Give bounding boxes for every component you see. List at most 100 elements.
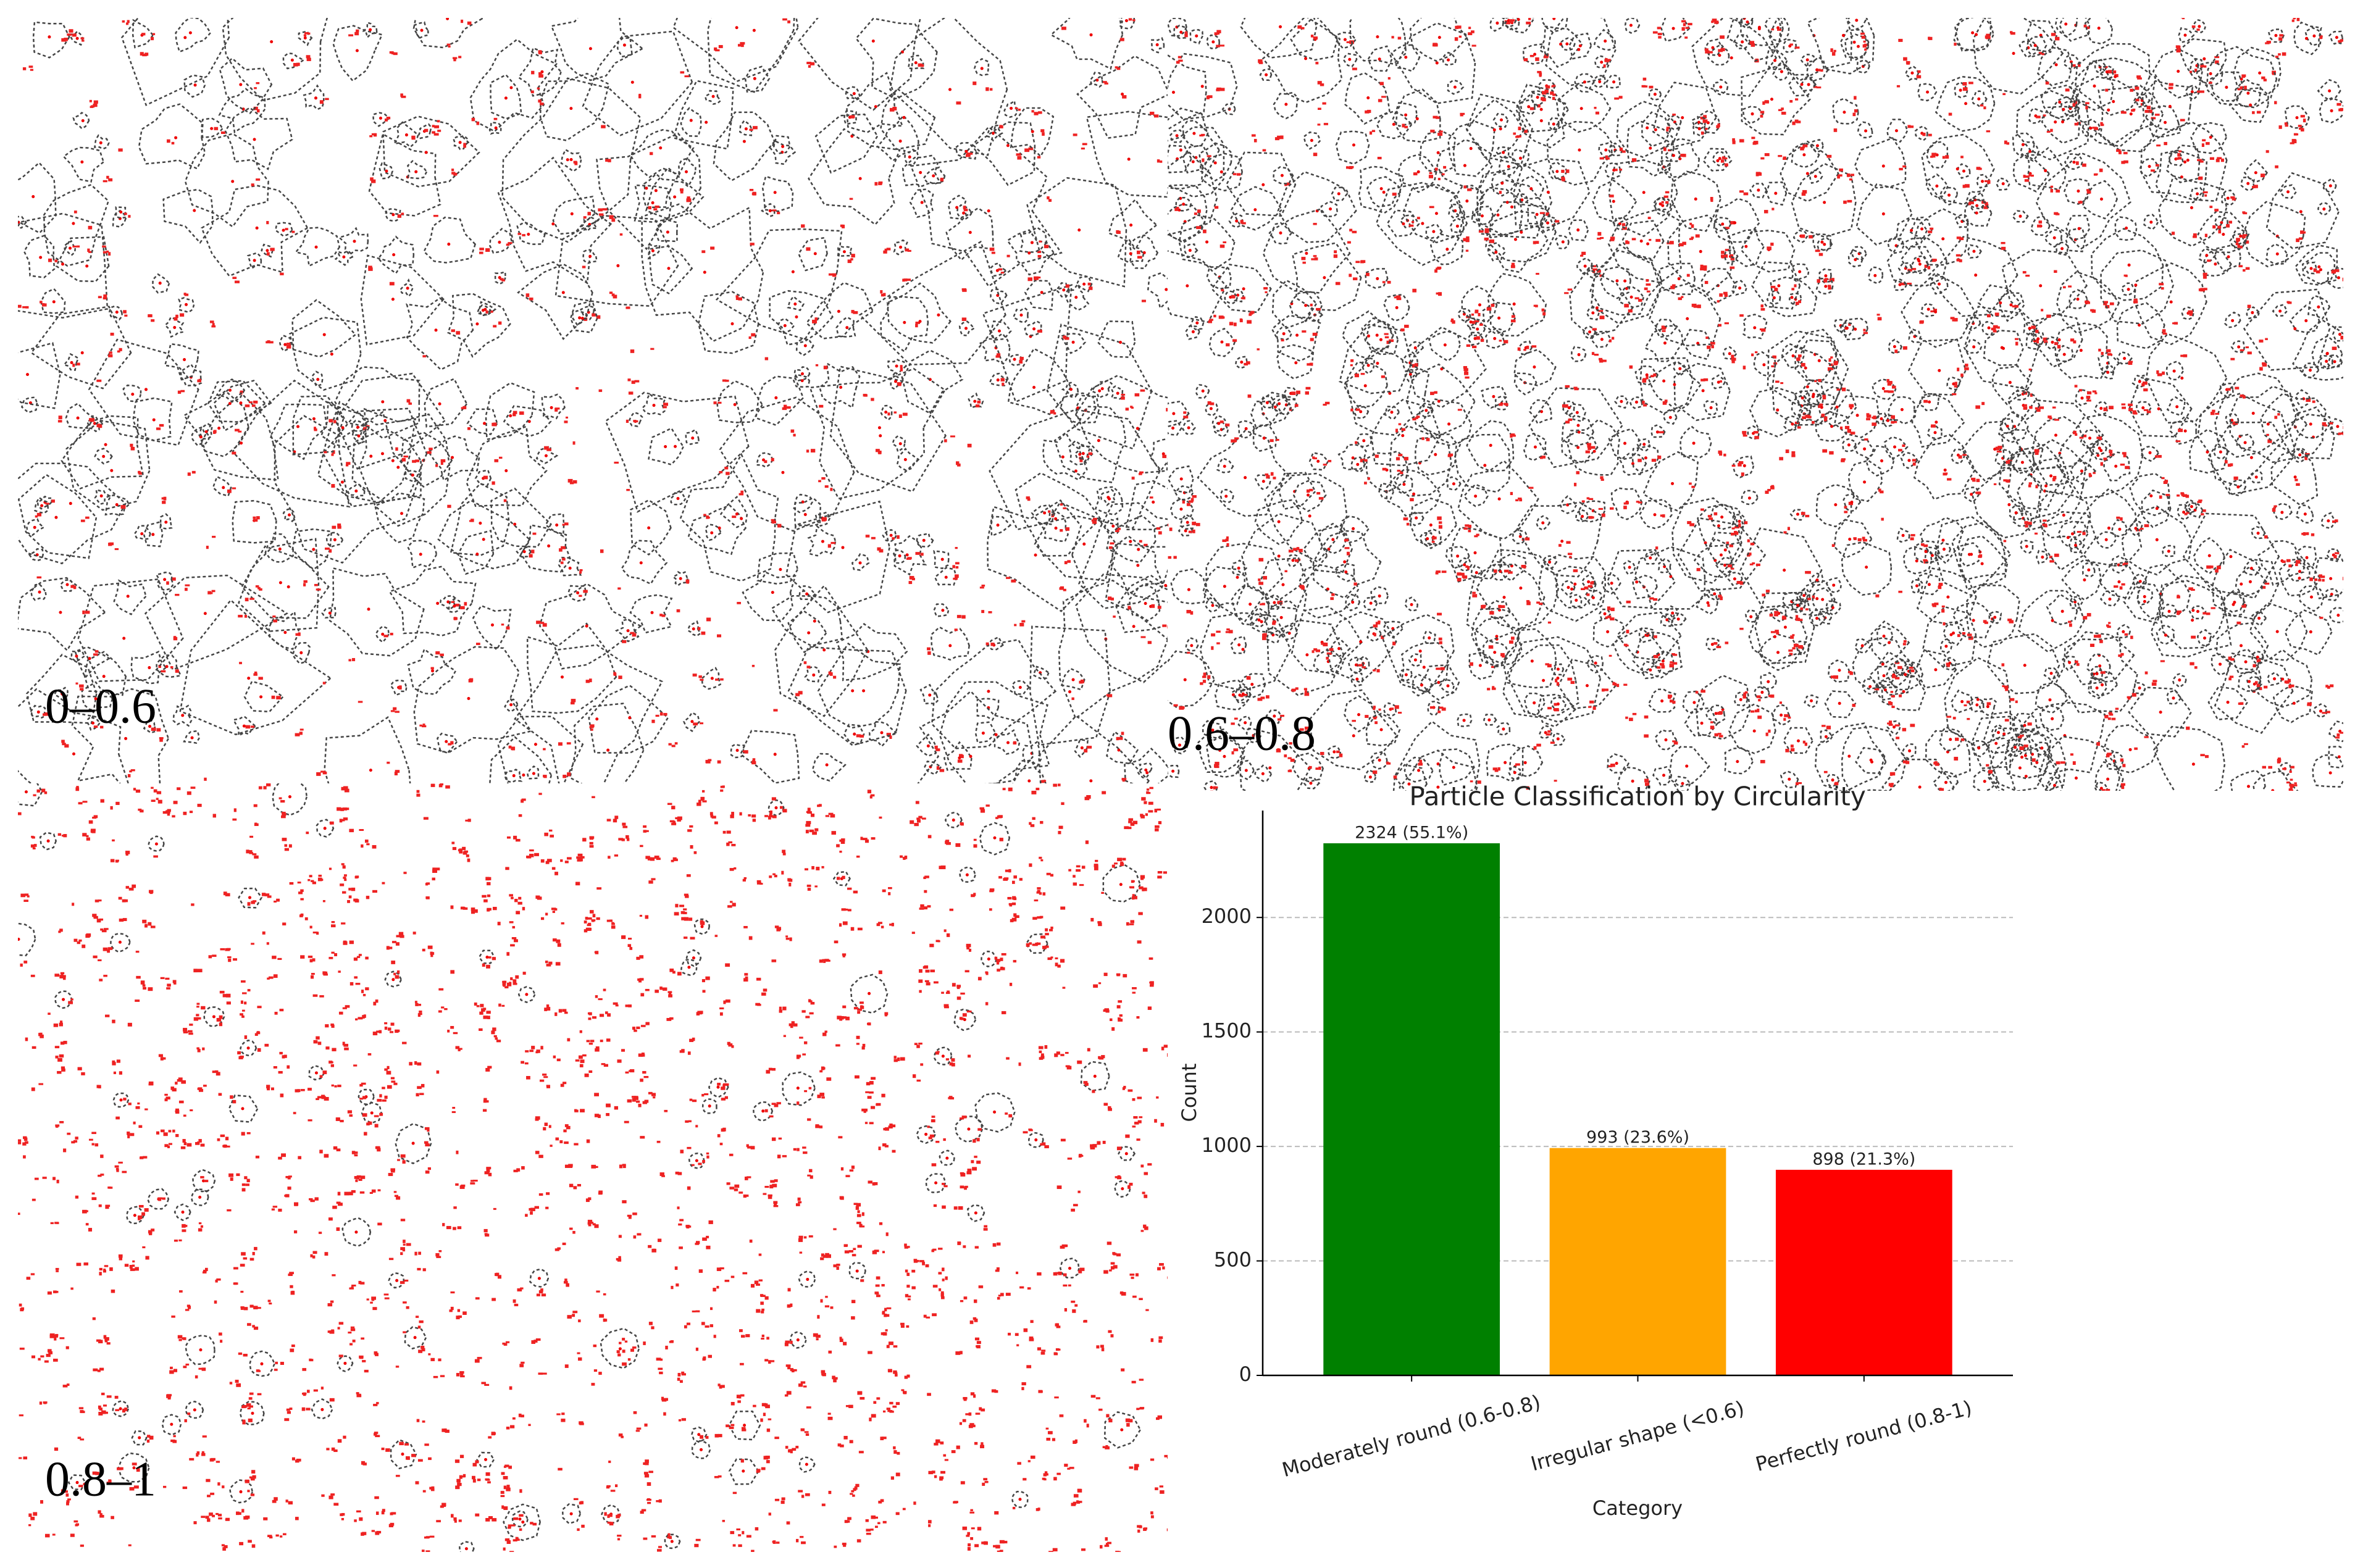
particle-mark bbox=[447, 504, 451, 508]
particle-outline bbox=[1205, 34, 1220, 49]
particle-mark bbox=[911, 577, 915, 581]
particle-center bbox=[1882, 674, 1886, 678]
particle-mark bbox=[1771, 28, 1775, 31]
particle-center bbox=[1888, 641, 1891, 644]
particle-center bbox=[33, 525, 36, 529]
particle-mark bbox=[827, 544, 831, 548]
particle-center bbox=[1974, 273, 1978, 277]
particle-center bbox=[1218, 748, 1222, 752]
particle-center bbox=[1956, 167, 1959, 171]
particle-mark bbox=[1912, 268, 1917, 270]
particle-center bbox=[1815, 617, 1819, 620]
particle-outline bbox=[1182, 144, 1210, 174]
particle-outline bbox=[1178, 524, 1194, 536]
particle-mark bbox=[2262, 765, 2267, 769]
particle-mark bbox=[1232, 173, 1237, 175]
particle-mark bbox=[2044, 341, 2048, 343]
particle-mark bbox=[2107, 753, 2112, 756]
particle-center bbox=[1497, 497, 1501, 501]
particle-mark bbox=[1713, 512, 1718, 515]
particle-mark bbox=[490, 311, 493, 313]
particle-outline bbox=[224, 107, 293, 170]
particle-center bbox=[645, 186, 648, 190]
particle-center bbox=[1244, 769, 1248, 772]
particle-mark bbox=[448, 45, 451, 48]
particle-center bbox=[1843, 111, 1846, 114]
particle-mark bbox=[1433, 43, 1438, 47]
particle-center bbox=[482, 538, 485, 541]
particle-outline bbox=[2128, 520, 2143, 537]
particle-mark bbox=[2197, 90, 2201, 93]
particle-outline bbox=[1382, 293, 1410, 322]
particle-outline bbox=[1748, 607, 1808, 664]
particle-outline bbox=[889, 18, 1008, 156]
particle-center bbox=[1579, 107, 1583, 111]
particle-center bbox=[1268, 766, 1272, 770]
particle-mark bbox=[1822, 394, 1826, 398]
particle-outline bbox=[2128, 686, 2193, 738]
particle-mark bbox=[522, 234, 525, 236]
particle-mark bbox=[2074, 122, 2078, 126]
particle-mark bbox=[1790, 635, 1794, 639]
particle-mark bbox=[2041, 309, 2044, 312]
particle-center bbox=[1952, 382, 1956, 386]
particle-outline bbox=[719, 396, 855, 532]
particle-mark bbox=[749, 188, 754, 191]
particle-mark bbox=[2014, 305, 2018, 308]
particle-mark bbox=[1373, 633, 1377, 636]
particle-outline bbox=[526, 622, 617, 714]
particle-center bbox=[1294, 361, 1298, 365]
particle-mark bbox=[973, 81, 977, 85]
particle-mark bbox=[408, 402, 412, 405]
particle-outline bbox=[2011, 210, 2029, 223]
particle-center bbox=[1223, 464, 1226, 468]
particle-mark bbox=[907, 249, 911, 252]
particle-mark bbox=[159, 423, 164, 427]
particle-outline bbox=[1763, 18, 1790, 43]
particle-mark bbox=[1802, 144, 1808, 148]
particle-outline bbox=[1548, 117, 1560, 131]
particle-outline bbox=[916, 532, 934, 548]
particle-outline bbox=[2038, 490, 2091, 539]
particle-outline bbox=[1408, 653, 1422, 667]
particle-center bbox=[1489, 443, 1492, 447]
particle-mark bbox=[451, 172, 456, 175]
particle-mark bbox=[1779, 457, 1783, 461]
particle-mark bbox=[1280, 135, 1284, 140]
particle-center bbox=[1749, 615, 1753, 619]
particle-center bbox=[316, 378, 320, 382]
particle-center bbox=[467, 696, 471, 700]
particle-center bbox=[2080, 396, 2084, 400]
particle-mark bbox=[999, 125, 1002, 127]
particle-mark bbox=[2289, 770, 2292, 773]
particle-mark bbox=[1038, 111, 1042, 114]
particle-mark bbox=[1468, 27, 1471, 30]
particle-mark bbox=[1219, 244, 1225, 248]
particle-mark bbox=[1587, 444, 1591, 448]
particle-outline bbox=[1343, 361, 1389, 409]
particle-center bbox=[588, 47, 592, 51]
particle-outline bbox=[2081, 118, 2101, 138]
particle-mark bbox=[123, 310, 127, 314]
particle-mark bbox=[293, 63, 298, 67]
particle-outline bbox=[1599, 608, 1612, 620]
particle-center bbox=[1179, 507, 1183, 511]
particle-mark bbox=[1782, 615, 1786, 619]
particle-outline bbox=[1022, 741, 1042, 767]
particle-mark bbox=[2052, 475, 2057, 480]
particle-mark bbox=[1993, 330, 1997, 333]
particle-mark bbox=[2005, 688, 2009, 691]
particle-outline bbox=[541, 393, 566, 420]
particle-outline bbox=[2043, 667, 2059, 681]
particle-mark bbox=[450, 741, 454, 745]
particle-outline bbox=[1006, 229, 1055, 276]
particle-mark bbox=[144, 52, 149, 56]
particle-outline bbox=[1446, 476, 1462, 491]
particle-mark bbox=[935, 748, 940, 751]
particle-mark bbox=[697, 627, 701, 630]
particle-center bbox=[1546, 221, 1550, 225]
particle-mark bbox=[1465, 376, 1470, 379]
particle-outline bbox=[1394, 473, 1413, 495]
particle-outline bbox=[1485, 327, 1506, 349]
particle-center bbox=[1478, 303, 1482, 307]
